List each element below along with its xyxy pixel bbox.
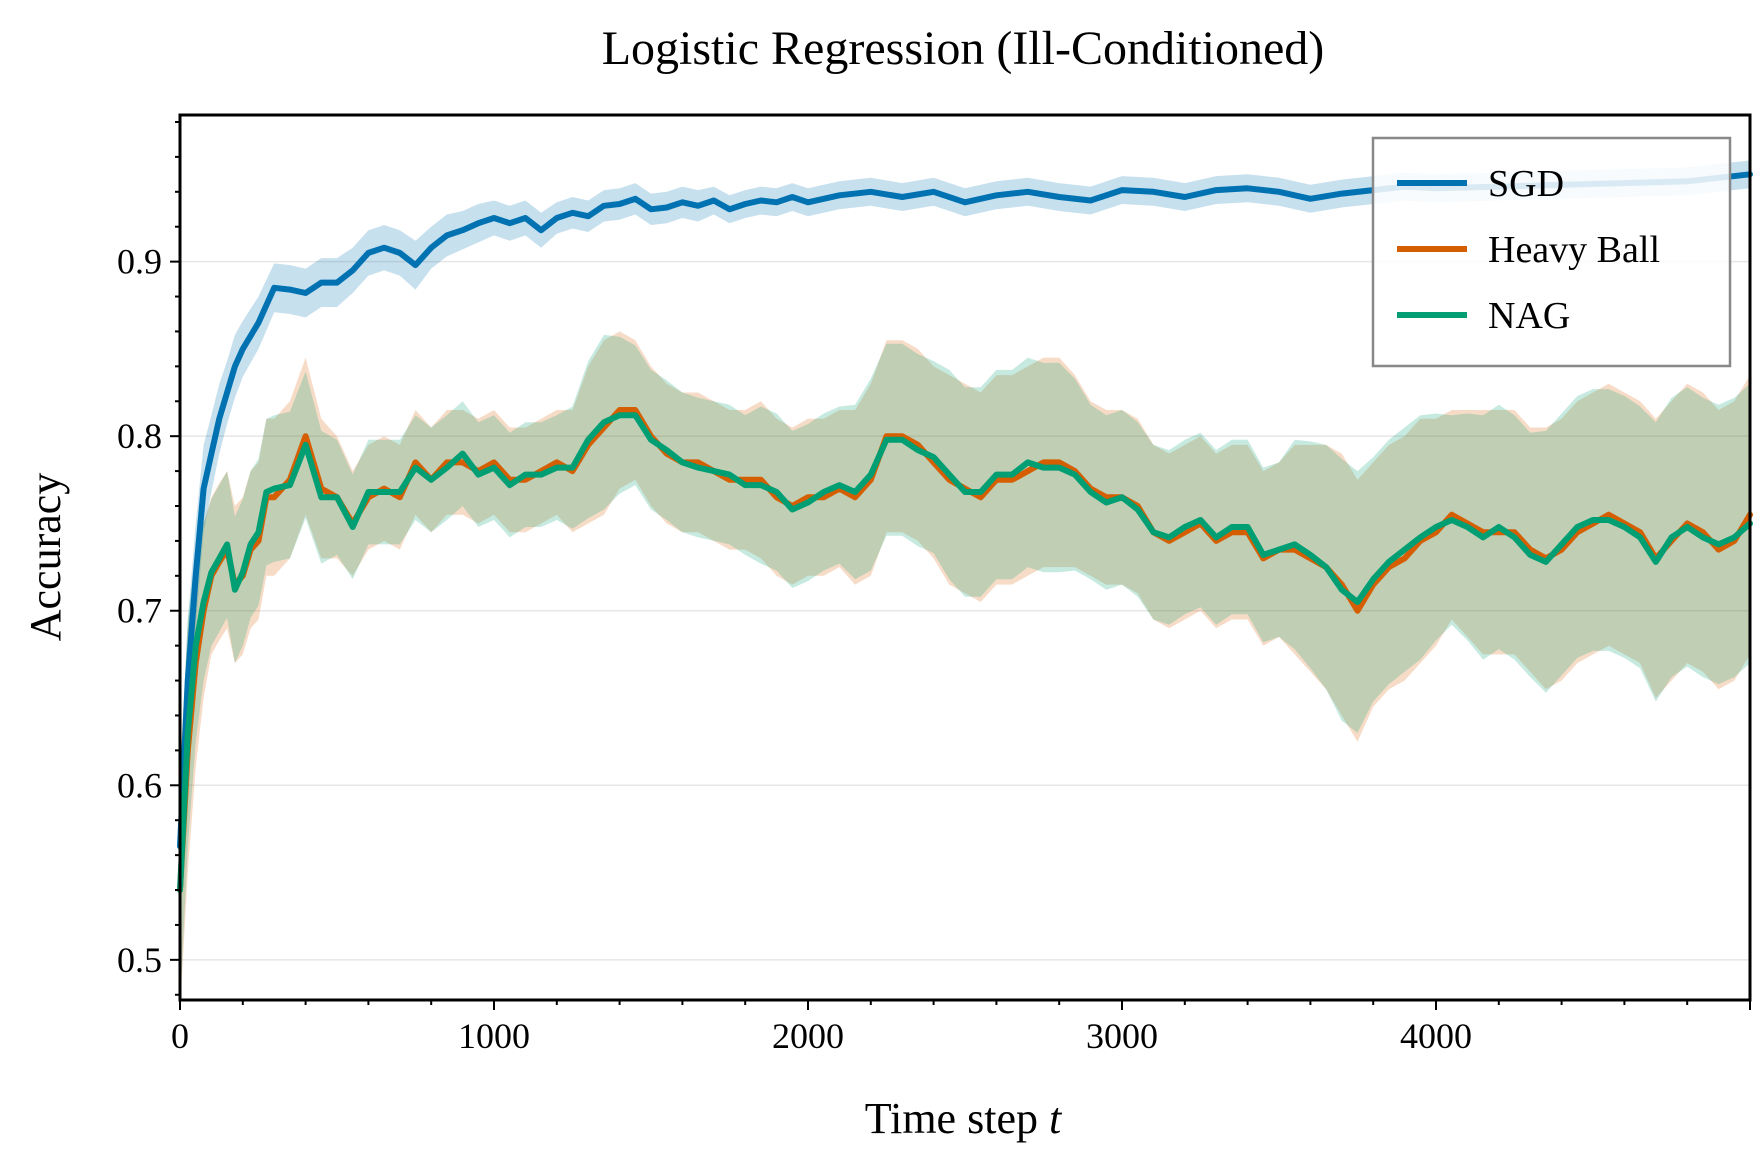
x-tick-label: 2000 (772, 1016, 844, 1056)
x-axis-label-text: Time step (865, 1094, 1038, 1143)
legend: SGD Heavy Ball NAG (1371, 136, 1732, 368)
confidence-bands (180, 160, 1750, 1013)
line-nag (177, 412, 1753, 893)
y-tick-label: 0.6 (117, 765, 162, 805)
y-axis-label: Accuracy (21, 473, 70, 642)
x-axis-label-variable: t (1049, 1094, 1063, 1143)
grid (180, 260, 1750, 961)
legend-label-heavy-ball: Heavy Ball (1488, 229, 1660, 271)
band-nag (180, 334, 1750, 1004)
plot-frame (178, 113, 1752, 1002)
axis-ticks: 0 1000 2000 3000 4000 0.5 0.6 0.7 0.8 0.9 (117, 120, 1751, 1056)
legend-label-sgd: SGD (1488, 163, 1564, 205)
x-tick-label: 0 (171, 1016, 189, 1056)
x-tick-label: 4000 (1400, 1016, 1472, 1056)
legend-label-nag: NAG (1488, 295, 1570, 337)
series-lines (177, 171, 1753, 893)
y-tick-label: 0.9 (117, 242, 162, 282)
chart-title: Logistic Regression (Ill-Conditioned) (602, 22, 1325, 75)
x-axis-label: Time step t (865, 1094, 1063, 1143)
x-tick-label: 3000 (1086, 1016, 1158, 1056)
band-heavy-ball (180, 331, 1750, 1013)
y-tick-label: 0.7 (117, 591, 162, 631)
y-tick-label: 0.5 (117, 940, 162, 980)
x-tick-label: 1000 (458, 1016, 530, 1056)
y-tick-label: 0.8 (117, 416, 162, 456)
line-sgd (177, 171, 1753, 850)
